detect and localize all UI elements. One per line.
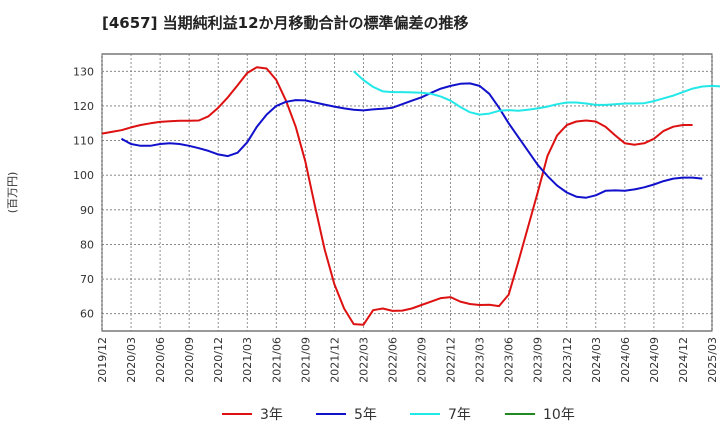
y-tick-label: 60 (80, 308, 94, 321)
plot-area (101, 53, 713, 332)
x-tick-label: 2023/03 (474, 337, 487, 383)
legend-label: 7年 (448, 407, 471, 423)
x-tick-label: 2021/06 (270, 337, 283, 383)
x-tick-label: 2022/12 (445, 337, 458, 383)
y-tick-label: 120 (73, 100, 94, 113)
x-tick-label: 2020/09 (183, 337, 196, 383)
x-tick-label: 2020/12 (212, 337, 225, 383)
x-tick-label: 2025/03 (706, 337, 719, 383)
y-axis-label: (百万円) (6, 172, 19, 214)
legend-label: 10年 (543, 407, 575, 423)
x-tick-label: 2020/06 (154, 337, 167, 383)
chart-title: [4657] 当期純利益12か月移動合計の標準偏差の推移 (102, 14, 469, 32)
x-tick-label: 2024/03 (590, 337, 603, 383)
x-tick-label: 2020/03 (125, 337, 138, 383)
legend-label: 5年 (354, 407, 377, 423)
x-tick-label: 2019/12 (96, 337, 109, 383)
y-tick-label: 80 (80, 238, 94, 251)
x-tick-label: 2024/09 (648, 337, 661, 383)
y-tick-label: 70 (80, 273, 94, 286)
x-tick-label: 2024/06 (619, 337, 632, 383)
y-tick-label: 130 (73, 65, 94, 78)
x-tick-label: 2021/09 (299, 337, 312, 383)
x-tick-label: 2023/12 (561, 337, 574, 383)
x-tick-label: 2022/09 (416, 337, 429, 383)
x-tick-label: 2023/06 (503, 337, 516, 383)
x-tick-label: 2022/03 (357, 337, 370, 383)
x-tick-label: 2021/03 (241, 337, 254, 383)
legend-label: 3年 (260, 407, 283, 423)
x-tick-label: 2022/06 (386, 337, 399, 383)
x-tick-label: 2024/12 (677, 337, 690, 383)
series-line-3年 (101, 66, 693, 326)
y-tick-label: 90 (80, 204, 94, 217)
y-tick-label: 110 (73, 135, 94, 148)
y-tick-label: 100 (73, 169, 94, 182)
series-line-7年 (353, 70, 720, 116)
x-tick-label: 2021/12 (328, 337, 341, 383)
series-line-5年 (120, 82, 703, 199)
x-tick-label: 2023/09 (532, 337, 545, 383)
